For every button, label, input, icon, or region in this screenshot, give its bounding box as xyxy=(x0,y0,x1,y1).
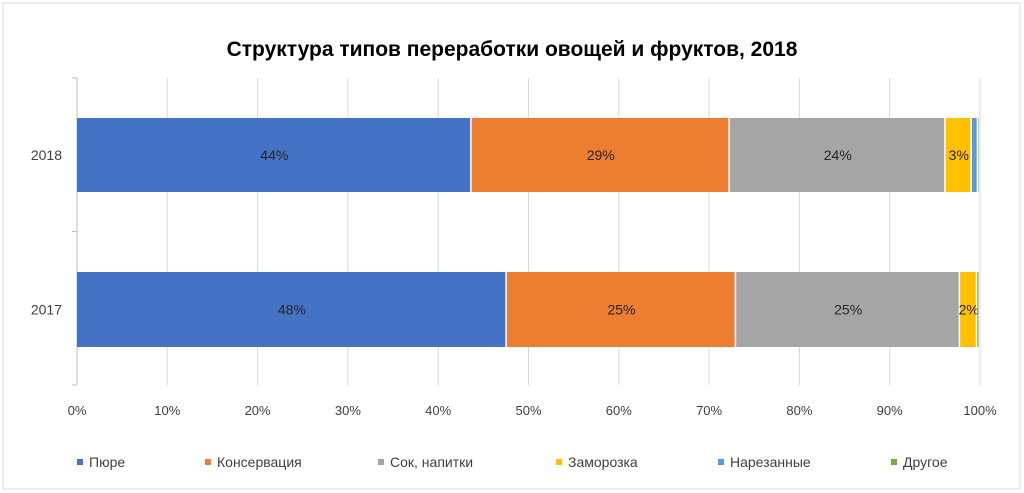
x-tick-label: 100% xyxy=(963,403,997,418)
x-tick-label: 70% xyxy=(696,403,722,418)
x-tick-label: 60% xyxy=(606,403,632,418)
legend-label: Сок, напитки xyxy=(390,454,473,470)
bar-segment xyxy=(977,272,979,347)
data-label: 25% xyxy=(834,302,862,318)
data-label: 2% xyxy=(959,302,979,318)
legend-swatch xyxy=(77,459,83,465)
legend-label: Нарезанные xyxy=(730,454,811,470)
bar-segment xyxy=(978,118,979,192)
data-label: 24% xyxy=(824,147,852,163)
legend-swatch xyxy=(378,459,384,465)
legend-label: Другое xyxy=(903,454,948,470)
x-tick-label: 90% xyxy=(877,403,903,418)
bar-segment xyxy=(506,272,735,347)
x-tick-label: 30% xyxy=(335,403,361,418)
bar-segment xyxy=(960,272,976,347)
x-tick-label: 0% xyxy=(68,403,87,418)
legend-swatch xyxy=(205,459,211,465)
data-label: 44% xyxy=(260,147,288,163)
x-tick-label: 40% xyxy=(425,403,451,418)
data-label: 3% xyxy=(949,147,969,163)
bar-segment xyxy=(77,272,506,347)
category-label: 2017 xyxy=(31,302,62,318)
legend-swatch xyxy=(556,459,562,465)
x-tick-label: 10% xyxy=(154,403,180,418)
bar-segment xyxy=(729,118,945,192)
bar-segment xyxy=(77,118,471,192)
bar-segment xyxy=(471,118,729,192)
x-tick-label: 50% xyxy=(515,403,541,418)
data-label: 29% xyxy=(587,147,615,163)
legend-label: Пюре xyxy=(89,454,125,470)
data-label: 25% xyxy=(607,302,635,318)
chart-title: Структура типов переработки овощей и фру… xyxy=(227,38,798,61)
bar-segment xyxy=(736,272,959,347)
bar-segment xyxy=(945,118,971,192)
legend-swatch xyxy=(718,459,724,465)
legend-label: Консервация xyxy=(217,454,302,470)
x-tick-label: 20% xyxy=(245,403,271,418)
legend-swatch xyxy=(891,459,897,465)
bar-segment xyxy=(971,118,977,192)
category-label: 2018 xyxy=(31,147,62,163)
x-tick-label: 80% xyxy=(786,403,812,418)
legend-label: Заморозка xyxy=(568,454,638,470)
data-label: 48% xyxy=(278,302,306,318)
